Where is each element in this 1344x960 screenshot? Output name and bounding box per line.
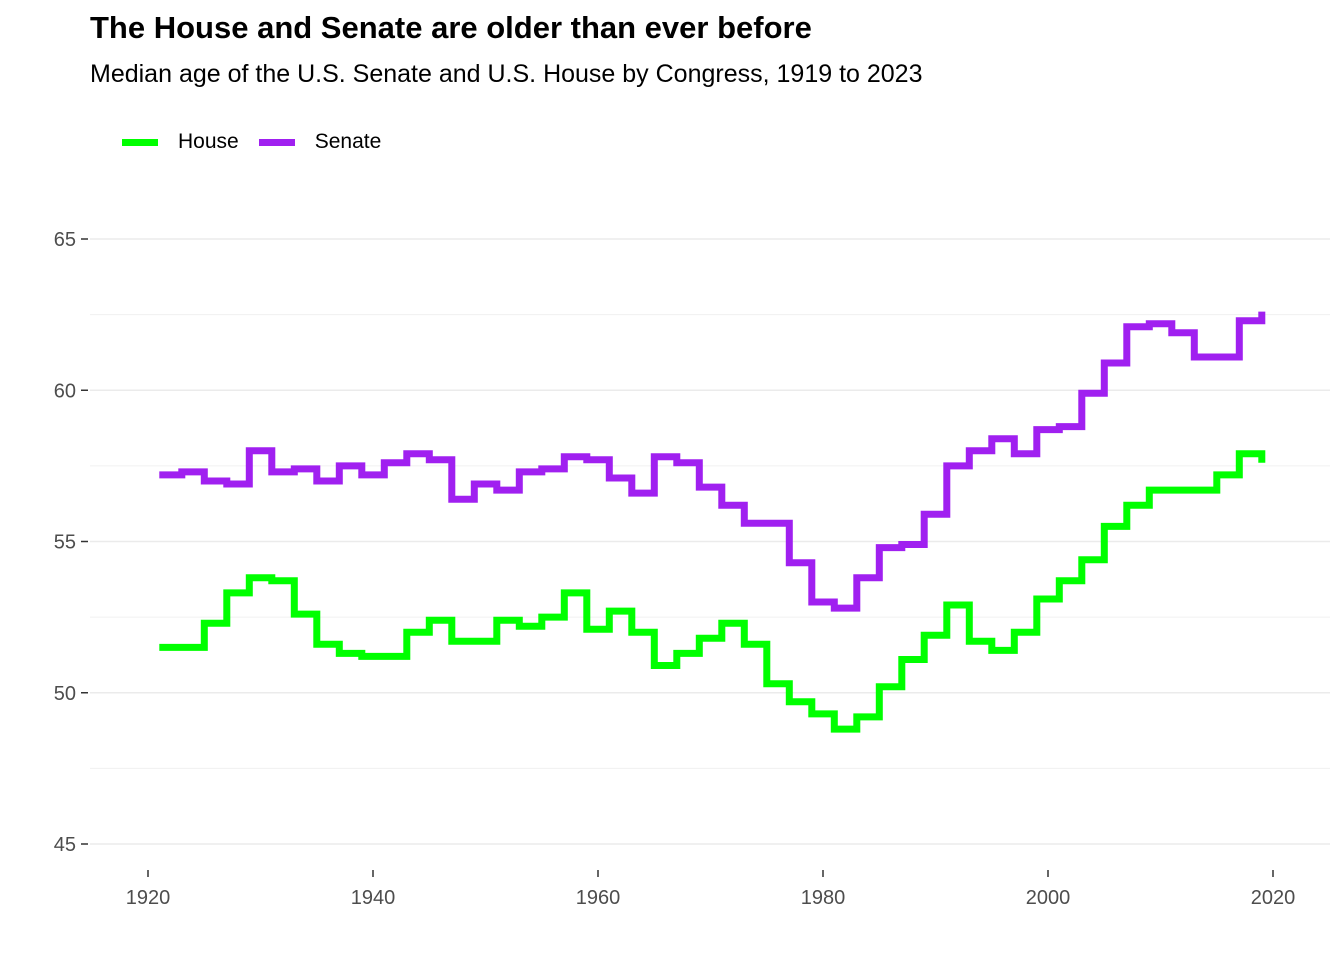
y-tick-label: 65: [54, 229, 76, 251]
x-tick-label: 1920: [126, 887, 171, 909]
chart-subtitle: Median age of the U.S. Senate and U.S. H…: [90, 60, 923, 88]
x-tick-label: 2000: [1026, 887, 1071, 909]
series-line-senate: [159, 311, 1266, 612]
x-tick-label: 2020: [1251, 887, 1296, 909]
x-tick-label: 1980: [801, 887, 846, 909]
y-axis: 45 50 55 60 65: [54, 229, 88, 856]
legend-key-senate: [258, 138, 295, 146]
legend-key-house: [122, 138, 158, 146]
legend-label-house: House: [178, 130, 239, 153]
legend-item-house: House: [122, 130, 239, 154]
chart-title: The House and Senate are older than ever…: [90, 10, 812, 45]
series-line-house: [159, 450, 1266, 733]
x-tick-label: 1940: [351, 887, 396, 909]
x-tick-label: 1960: [576, 887, 621, 909]
legend-item-senate: Senate: [258, 130, 382, 154]
y-tick-label: 45: [54, 834, 76, 856]
grid: [90, 238, 1330, 845]
y-tick-label: 55: [54, 532, 76, 554]
x-axis: 1920 1940 1960 1980 2000 2020: [126, 870, 1296, 909]
y-tick-label: 50: [54, 683, 76, 705]
legend-label-senate: Senate: [314, 130, 382, 153]
y-tick-label: 60: [54, 380, 76, 402]
legend: House Senate: [122, 130, 401, 154]
